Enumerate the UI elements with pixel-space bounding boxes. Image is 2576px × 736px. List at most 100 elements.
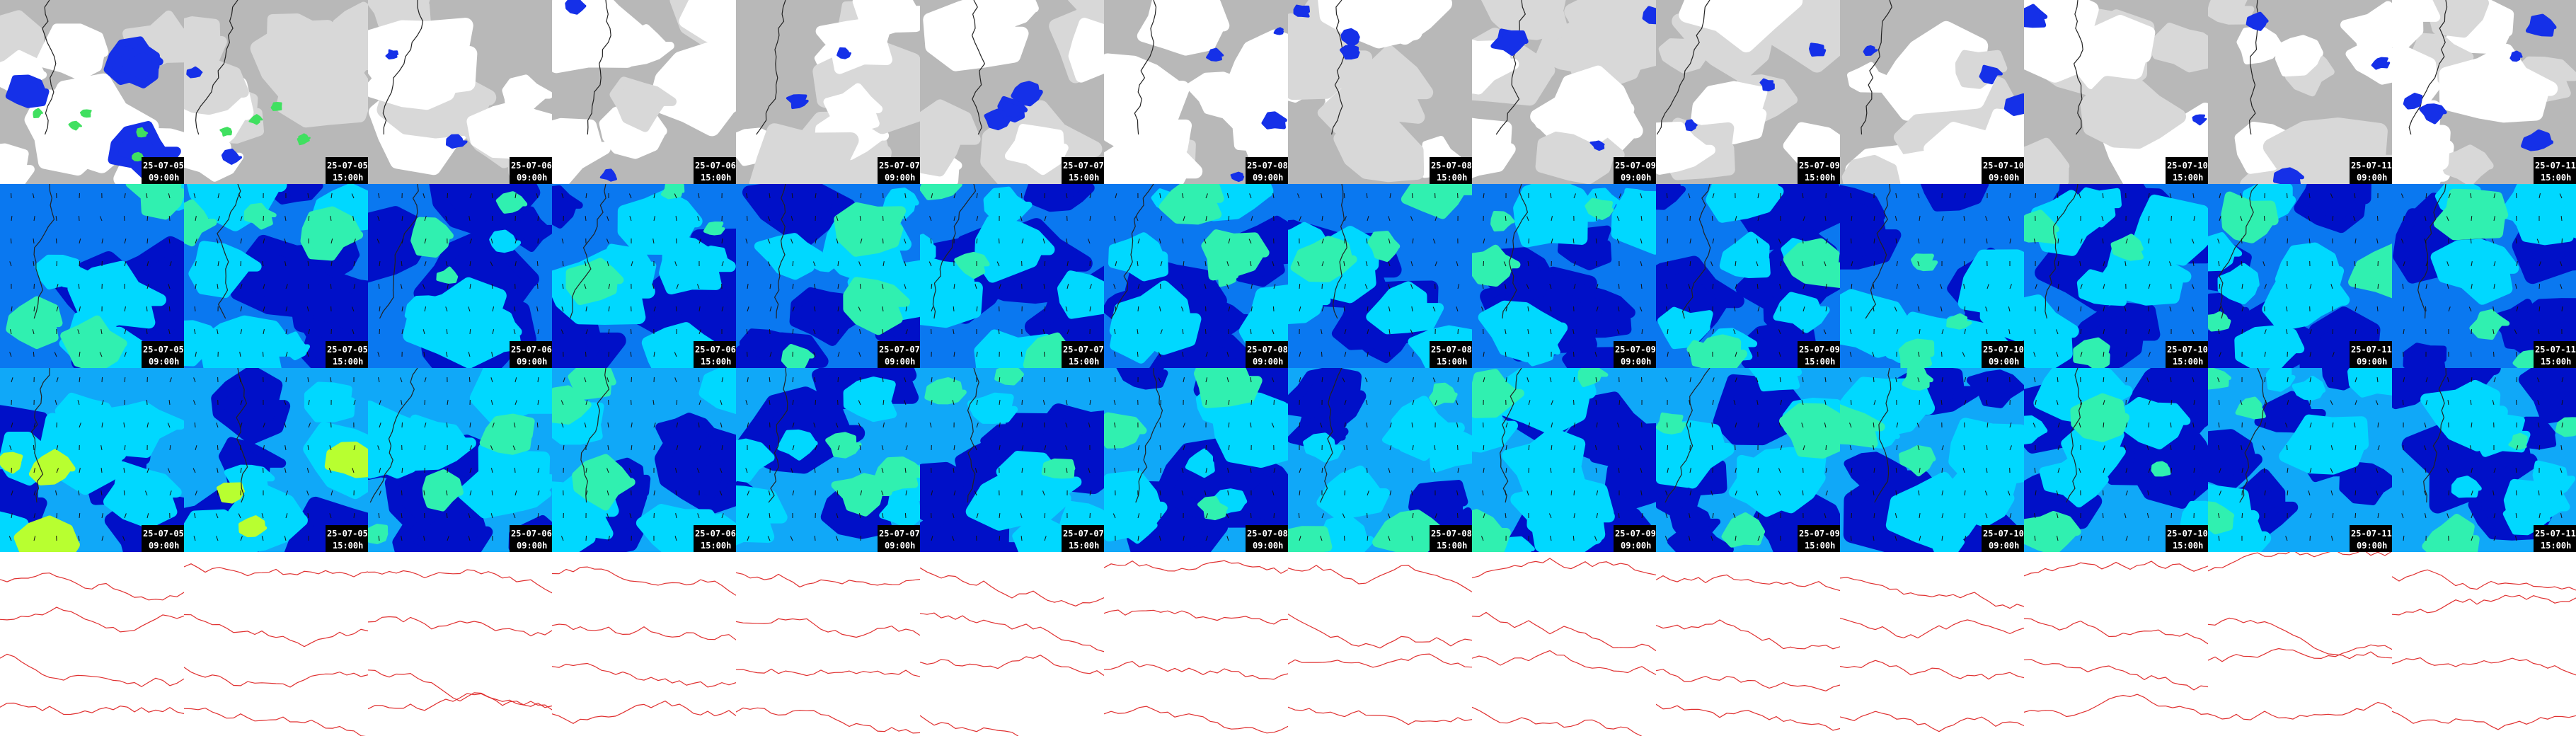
wind-high	[1401, 184, 1472, 219]
wind-arrow	[1941, 535, 1943, 541]
wind-arrow	[422, 193, 425, 199]
wind-arrow	[675, 306, 677, 312]
wind-arrow	[1917, 445, 1920, 451]
wind-arrow	[1299, 536, 1301, 541]
wind-arrow	[2425, 468, 2427, 473]
wind-arrow	[11, 490, 13, 496]
wind-arrow	[2285, 329, 2288, 335]
wind-arrow	[1158, 377, 1161, 383]
wind-arrow	[1320, 536, 1323, 541]
wind-arrow	[1456, 512, 1459, 519]
wind-arrow	[469, 422, 471, 428]
wind-arrow	[1919, 216, 1921, 222]
wind-arrow	[2424, 216, 2427, 222]
wind-high	[994, 368, 1024, 386]
label-box	[1798, 525, 1840, 552]
wind-arrow	[1640, 283, 1643, 289]
wind-arrow	[1963, 260, 1965, 267]
wind-arrow	[606, 513, 609, 519]
wind-high	[1041, 458, 1076, 479]
wind-arrow	[1483, 352, 1485, 357]
wind-arrow	[675, 513, 677, 519]
wind-high	[1778, 403, 1840, 459]
label-box	[1062, 157, 1104, 184]
contour-line	[552, 700, 736, 724]
cloud	[1679, 0, 1803, 52]
wind-arrow	[1963, 215, 1965, 222]
wind-arrow	[1159, 306, 1161, 312]
wind-arrow	[195, 284, 197, 289]
wind-arrow	[1919, 513, 1921, 519]
wind-arrow	[931, 490, 933, 496]
wind-arrow	[881, 468, 884, 473]
wind-arrow	[1548, 513, 1552, 519]
precip-heavy	[132, 151, 144, 162]
wind-arrow	[33, 216, 35, 222]
wind-arrow	[2080, 238, 2083, 244]
wind-arrow	[585, 400, 588, 406]
wind-arrow	[2057, 193, 2059, 199]
wind-arrow	[561, 193, 564, 199]
date-label: 25-07-07	[879, 345, 920, 355]
cloud	[2392, 45, 2440, 134]
label-box	[2166, 157, 2208, 184]
wind-arrow	[195, 238, 197, 244]
time-label: 09:00h	[1253, 173, 1283, 183]
wind-arrow	[1851, 215, 1853, 222]
wind-arrow	[976, 422, 979, 428]
wind-arrow	[1688, 352, 1691, 357]
wind-arrow	[1456, 261, 1459, 267]
wind-arrow	[1667, 468, 1669, 473]
label-box	[142, 157, 184, 184]
wind-arrow	[1021, 238, 1024, 244]
wind-arrow	[2308, 490, 2311, 496]
precip	[1261, 111, 1287, 130]
coastline	[967, 368, 979, 503]
wind-arrow	[2192, 377, 2195, 383]
wind-arrow	[2447, 377, 2449, 383]
wind-arrow	[2425, 400, 2428, 406]
wind-arrow	[1271, 422, 1275, 428]
wind-arrow	[721, 444, 723, 451]
contour-line	[552, 566, 736, 596]
wind-arrow	[2354, 377, 2357, 383]
wind-arrow	[468, 216, 471, 222]
wind-arrow	[330, 238, 333, 244]
wind-arrow	[2493, 468, 2496, 473]
wind-arrow	[859, 444, 861, 451]
wind-arrow	[1088, 377, 1091, 383]
coastline	[1332, 184, 1347, 319]
wind-arrow	[306, 490, 309, 496]
wind-arrow	[2193, 400, 2195, 406]
map-cell	[2392, 552, 2576, 736]
wind-arrow	[492, 329, 495, 335]
wind-arrow	[1594, 445, 1597, 451]
wind-arrow	[1042, 490, 1045, 496]
wind-arrow	[1639, 306, 1643, 312]
wind-arrow	[1044, 445, 1047, 451]
wind-arrow	[1640, 215, 1643, 222]
wind-arrow	[2354, 400, 2357, 406]
wind-arrow	[514, 400, 517, 406]
wind-arrow	[2537, 422, 2540, 428]
wind-arrow	[2264, 400, 2267, 406]
label-box	[1062, 341, 1104, 368]
wind-arrow	[146, 328, 148, 335]
coastline	[1664, 368, 1710, 503]
wind-arrow	[1801, 400, 1804, 406]
wind-arrow	[769, 352, 772, 357]
wind-arrow	[193, 377, 196, 383]
contour-line	[2024, 618, 2208, 645]
wind-arrow	[2009, 513, 2012, 519]
wind-arrow	[468, 306, 471, 312]
wind-arrow	[195, 216, 197, 222]
wind-arrow	[929, 422, 932, 428]
wind-arrow	[628, 193, 632, 199]
coastline	[1319, 368, 1342, 503]
label-box	[1798, 157, 1840, 184]
wind-arrow	[769, 444, 771, 451]
